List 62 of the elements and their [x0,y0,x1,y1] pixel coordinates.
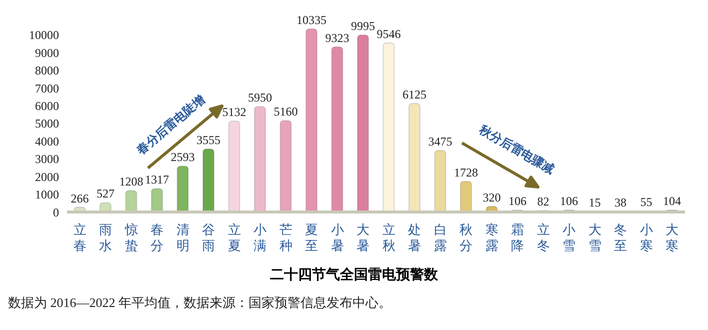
text: 二十四节气全国雷电预警数 [269,266,439,284]
text: 数据为 2016—2022 年平均值，数据来源：国家预警信息发布中心。 [8,294,392,312]
x-tick-label: 霜降 [511,222,524,253]
x-tick-label: 秋分 [460,222,473,253]
x-tick-label: 处暑 [408,222,422,253]
x-tick-label: 大寒 [666,222,679,253]
x-tick-label: 小暑 [330,222,344,253]
data-label: 10335 [296,12,326,27]
data-label: 9546 [376,26,401,41]
x-tick-label: 小满 [254,222,267,253]
x-tick-label: 寒露 [485,222,498,253]
data-label: 106 [560,194,578,208]
y-tick-label: 1000 [35,188,59,202]
data-label: 3555 [196,133,220,148]
data-label: 106 [508,194,526,208]
x-tick-label: 雨水 [99,222,112,253]
data-label: 55 [640,195,652,210]
x-tick-label: 谷雨 [202,222,216,253]
y-tick-label: 4000 [35,134,59,148]
x-tick-label: 小雪 [562,222,576,253]
x-tick-label: 立春 [73,222,86,253]
x-tick-label: 大暑 [356,222,370,253]
x-tick-label: 冬至 [614,222,628,253]
y-tick-label: 5000 [35,116,59,131]
data-label: 266 [70,191,89,206]
y-tick-label: 7000 [35,81,59,96]
x-tick-label: 小寒 [640,222,653,253]
x-tick-label: 芒种 [279,222,292,253]
data-label: 5950 [248,90,272,105]
x-tick-label: 立夏 [228,222,241,253]
data-label: 5160 [274,104,298,119]
data-label: 82 [537,194,550,209]
y-tick-label: 2000 [35,170,59,184]
y-tick-label: 10000 [29,28,59,42]
x-tick-label: 清明 [176,222,190,253]
x-tick-label: 春分 [150,222,164,253]
data-label: 5132 [222,105,246,120]
y-tick-label: 8000 [35,64,59,78]
data-label: 3475 [428,134,452,148]
data-label: 104 [662,194,681,208]
data-label: 1208 [119,174,144,189]
data-label: 320 [482,190,501,204]
data-label: 527 [96,186,114,201]
x-tick-label: 立冬 [536,222,550,253]
x-tick-label: 大雪 [588,222,602,253]
data-label: 38 [614,195,626,210]
data-label: 15 [588,196,601,210]
y-tick-label: 0 [53,205,59,220]
x-tick-label: 惊蛰 [124,222,138,253]
y-tick-label: 6000 [35,98,59,113]
data-label: 9323 [325,30,350,45]
annotation: 秋分后雷电骤减 [476,122,557,177]
data-label: 1728 [454,165,478,180]
data-label: 1317 [144,172,169,187]
data-label: 9995 [350,18,375,33]
data-label: 2593 [170,150,195,164]
y-tick-label: 9000 [35,46,59,60]
data-label: 6125 [402,88,426,102]
x-tick-label: 夏至 [305,222,318,253]
x-tick-label: 白露 [434,222,447,253]
x-tick-label: 立秋 [382,222,396,253]
y-tick-label: 3000 [35,152,59,166]
